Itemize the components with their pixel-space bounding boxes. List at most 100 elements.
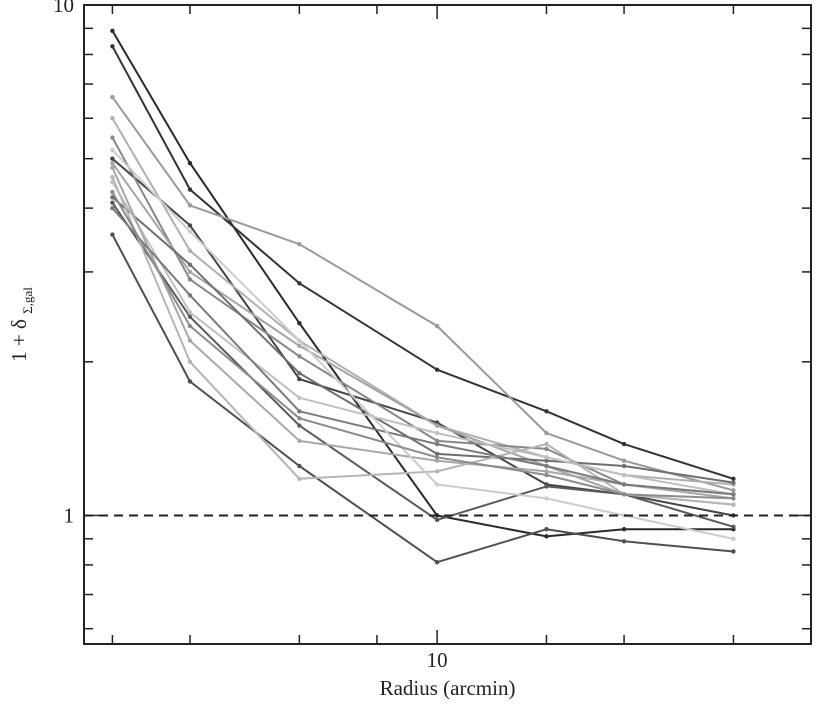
data-point (731, 502, 736, 507)
data-point (434, 451, 440, 457)
data-point (621, 463, 627, 469)
data-point (110, 116, 115, 121)
data-point (110, 205, 115, 211)
data-point (297, 354, 302, 359)
data-point (434, 323, 440, 329)
data-point (187, 359, 193, 364)
data-point (434, 517, 440, 523)
data-point (434, 441, 440, 447)
data-point (544, 534, 549, 539)
data-point (434, 455, 440, 460)
data-point (621, 482, 627, 487)
data-point (187, 323, 193, 329)
data-point (731, 496, 736, 501)
data-point (621, 492, 627, 497)
data-point (187, 229, 193, 234)
data-point (434, 430, 440, 436)
data-point (297, 416, 302, 421)
data-point (544, 458, 549, 463)
data-point (544, 441, 549, 447)
data-point (297, 395, 302, 401)
data-point (110, 189, 115, 195)
data-point (731, 488, 736, 493)
data-point (297, 281, 302, 286)
data-point (434, 438, 440, 444)
data-point (110, 28, 115, 34)
data-point (434, 469, 440, 474)
data-point (297, 370, 302, 376)
data-point (297, 321, 302, 326)
data-point (621, 472, 627, 478)
data-point (544, 526, 549, 532)
data-point (187, 187, 193, 192)
series-10 (110, 195, 736, 485)
data-point (544, 446, 549, 452)
data-point (731, 480, 736, 485)
data-point (297, 409, 302, 414)
data-point (731, 536, 736, 542)
data-point (187, 277, 193, 282)
data-point (297, 423, 302, 428)
series-14 (110, 205, 736, 497)
plot-frame (83, 4, 812, 645)
data-point (621, 441, 627, 447)
data-point (621, 458, 627, 463)
data-point (434, 367, 440, 372)
data-point (110, 174, 115, 180)
x-axis-label: Radius (arcmin) (380, 676, 516, 700)
data-point (731, 476, 736, 481)
data-point (544, 463, 549, 469)
y-axis-label-main: 1 + δ (7, 319, 31, 362)
data-point (110, 195, 115, 200)
data-point (297, 338, 302, 343)
data-point (110, 160, 115, 166)
data-point (297, 241, 302, 247)
data-point (544, 430, 549, 436)
data-point (187, 223, 193, 228)
data-point (110, 44, 115, 49)
data-point (434, 458, 440, 463)
data-point (297, 476, 302, 481)
y-tick-label: 1 (64, 503, 75, 527)
series-3 (110, 232, 736, 565)
tick-labels-layer: 1 10 10 (53, 0, 448, 672)
data-point (544, 455, 549, 460)
data-point (187, 248, 193, 253)
data-point (187, 293, 193, 298)
x-tick-label: 10 (427, 648, 448, 672)
data-point (110, 147, 115, 153)
data-point (544, 409, 549, 414)
y-tick-label: 10 (53, 0, 74, 17)
data-point (621, 539, 627, 544)
data-point (110, 135, 115, 140)
data-point (187, 160, 193, 166)
data-point (187, 310, 193, 315)
data-point (187, 338, 193, 343)
data-point (297, 438, 302, 444)
data-point (434, 482, 440, 487)
data-point (544, 496, 549, 501)
data-point (187, 379, 193, 384)
data-point (110, 165, 115, 170)
data-point (544, 484, 549, 489)
data-point (187, 314, 193, 320)
data-point (297, 343, 302, 348)
data-point (434, 559, 440, 565)
data-point (731, 492, 736, 497)
series-layer (110, 28, 736, 565)
data-point (187, 269, 193, 275)
data-point (544, 472, 549, 478)
series-6 (110, 94, 736, 493)
data-point (297, 376, 302, 382)
data-point (110, 232, 115, 237)
y-axis-label: 1 + δ Σ,gal (7, 287, 35, 362)
data-point (731, 549, 736, 554)
ticks-layer (84, 4, 811, 644)
data-point (110, 156, 115, 161)
data-point (110, 94, 115, 100)
data-point (297, 463, 302, 469)
series-16 (110, 189, 736, 501)
y-axis-label-subscript: Σ,gal (20, 287, 35, 314)
